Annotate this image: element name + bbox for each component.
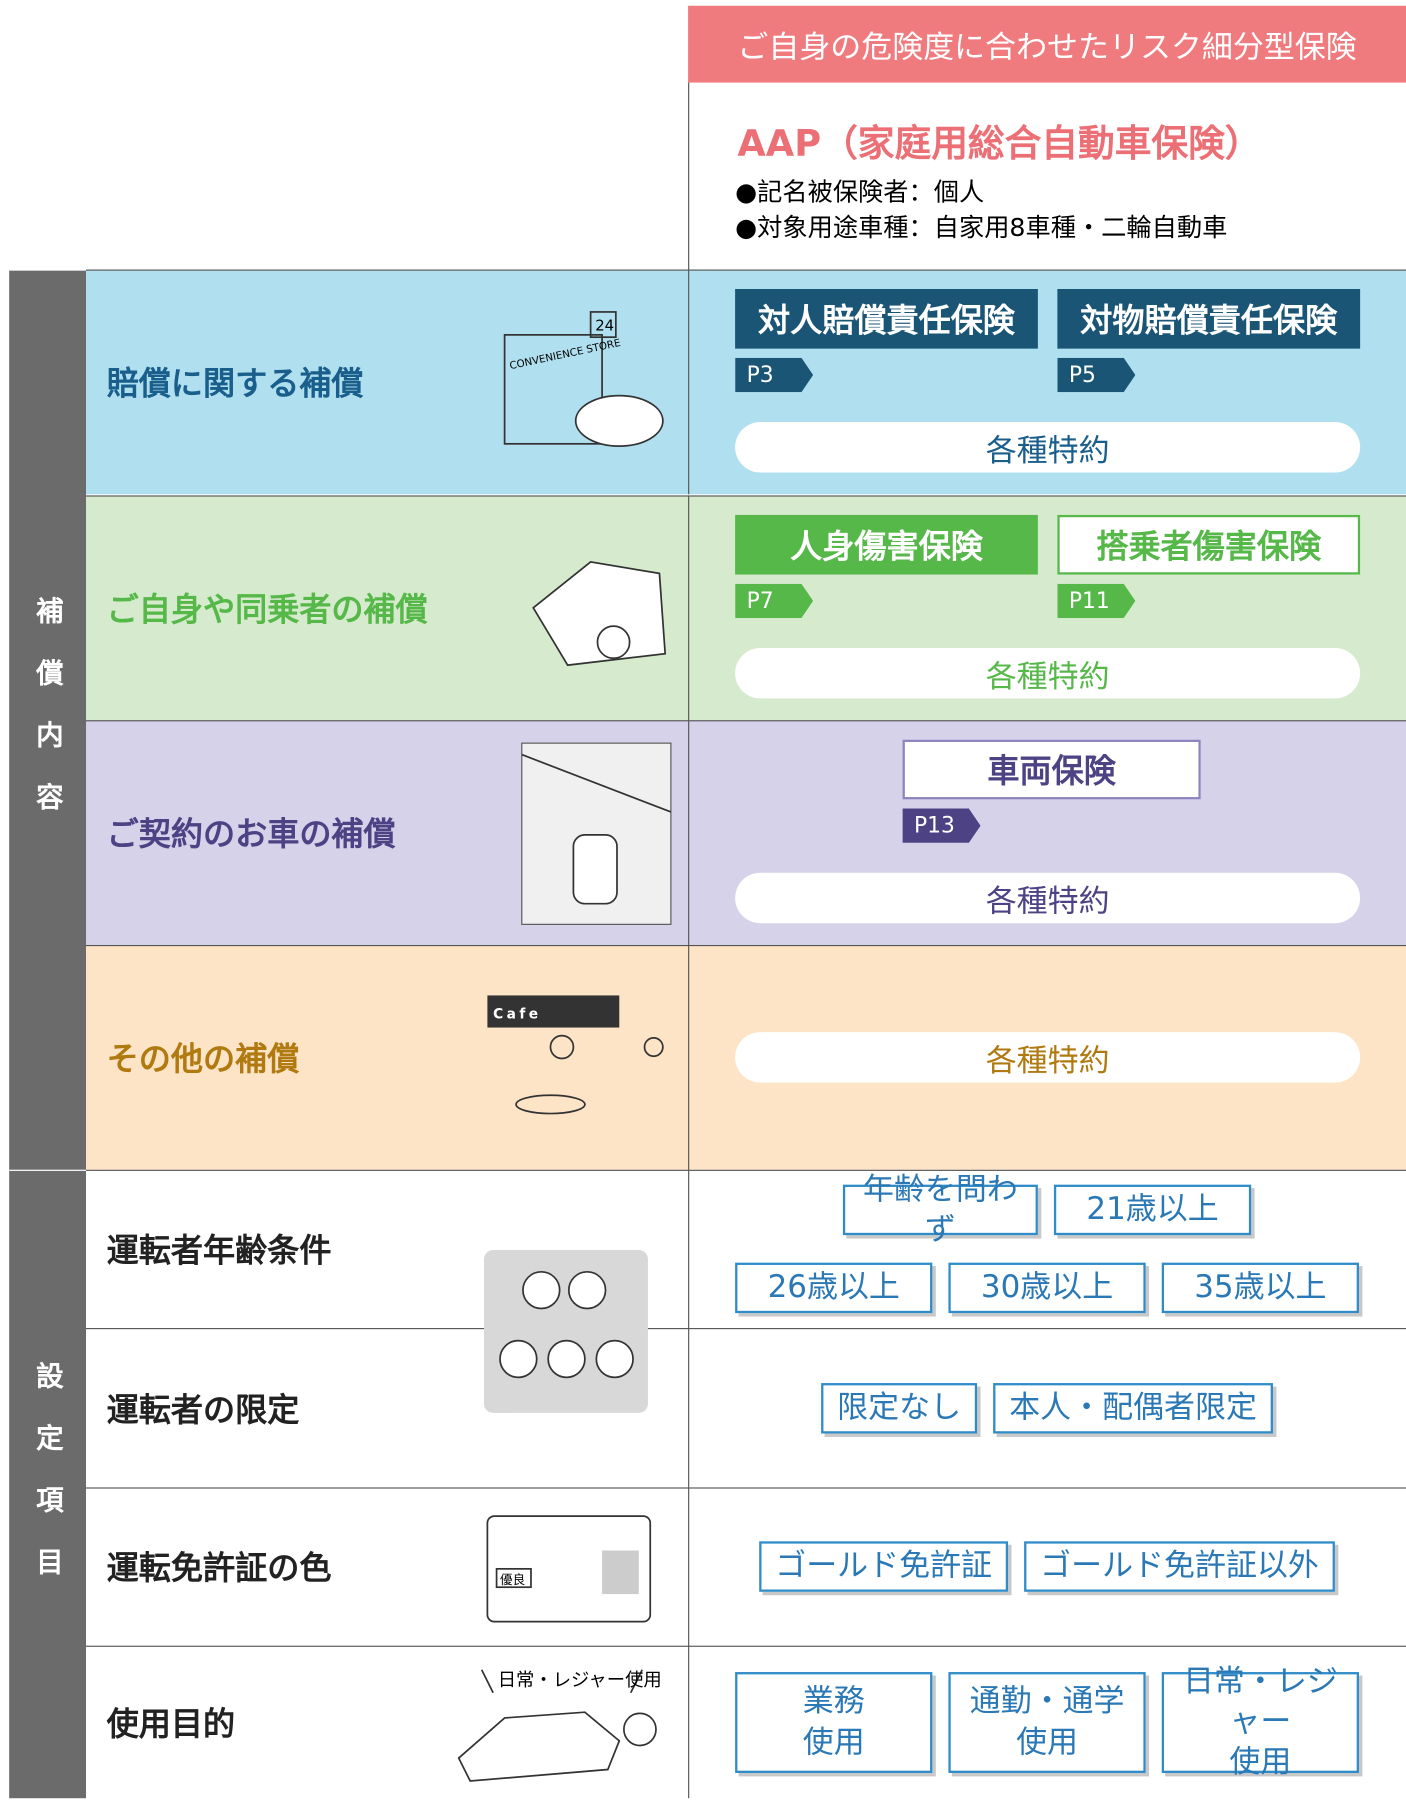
options: 年齢を問わず 21歳以上 26歳以上 30歳以上 35歳以上 [688, 1170, 1406, 1328]
divider [688, 1169, 690, 1329]
shape [487, 995, 620, 1028]
option: 年齢を問わず [842, 1172, 1038, 1248]
illustration [483, 1250, 648, 1413]
illustration: 日常・レジャー使用 [457, 1669, 662, 1782]
option: 35歳以上 [1161, 1262, 1359, 1314]
row-title: ご自身や同乗者の補償 [106, 590, 428, 629]
shape [486, 1515, 652, 1623]
row-bg [86, 1487, 1406, 1645]
row-bg [86, 1328, 1406, 1487]
divider [688, 269, 690, 495]
option: 通勤・通学 使用 [948, 1671, 1146, 1773]
divider [688, 1328, 690, 1488]
shape [521, 753, 672, 813]
options: 業務 使用 通勤・通学 使用 日常・レジャー 使用 [688, 1646, 1406, 1799]
plan: 搭乗者傷害保険 [1057, 514, 1361, 575]
shape [574, 394, 664, 447]
shape [623, 1712, 657, 1747]
option: 日常・レジャー 使用 [1161, 1664, 1359, 1780]
page-tag: P3 [735, 357, 814, 393]
illustration-text: 優良 [500, 1572, 526, 1587]
divider [688, 1487, 690, 1646]
shape [499, 1339, 538, 1379]
rider: 各種特約 [735, 872, 1361, 924]
option: 30歳以上 [948, 1262, 1146, 1314]
product-note: ●対象用途車種：自家用8車種・二輪自動車 [735, 214, 1228, 244]
option: ゴールド免許証以外 [1024, 1541, 1335, 1592]
shape [572, 834, 618, 905]
shape [595, 1339, 634, 1379]
option: 業務 使用 [735, 1671, 933, 1773]
plan: 車両保険 [902, 739, 1201, 800]
options: ゴールド免許証 ゴールド免許証以外 [688, 1487, 1406, 1645]
shape [532, 561, 667, 667]
shape [522, 1270, 561, 1310]
row-title: ご契約のお車の補償 [106, 815, 396, 854]
divider [688, 720, 690, 945]
shape [602, 1550, 639, 1595]
plan: 人身傷害保険 [735, 514, 1038, 575]
product-title: AAP（家庭用総合自動車保険） [737, 121, 1262, 166]
shape [549, 1034, 575, 1060]
row-title: その他の補償 [106, 1040, 300, 1079]
divider [688, 82, 690, 270]
option: 本人・配偶者限定 [993, 1382, 1273, 1433]
divider [688, 944, 690, 1170]
illustration: 優良 [486, 1515, 652, 1623]
side-label: 設定項目 [9, 1169, 87, 1799]
illustration: Cafe [487, 995, 664, 1115]
illustration-text: Cafe [493, 1006, 541, 1022]
row-title: 運転免許証の色 [106, 1549, 332, 1588]
banner: ご自身の危険度に合わせたリスク細分型保険 [688, 5, 1406, 83]
row-bg [86, 1169, 1406, 1328]
shape [503, 334, 603, 445]
illustration [521, 742, 672, 925]
illustration-text: 日常・レジャー使用 [498, 1670, 662, 1691]
plan: 対物賠償責任保険 [1057, 288, 1361, 349]
option: 21歳以上 [1053, 1184, 1252, 1236]
product-note: ●記名被保険者：個人 [735, 178, 985, 208]
page-tag: P11 [1057, 583, 1136, 619]
divider [688, 495, 690, 721]
option: ゴールド免許証 [759, 1541, 1009, 1592]
row-bg [86, 1645, 1406, 1799]
illustration-text: CONVENIENCE STORE [508, 337, 621, 372]
illustration: 24 CONVENIENCE STORE [503, 311, 664, 447]
divider [688, 1645, 690, 1799]
plan: 対人賠償責任保険 [735, 288, 1038, 349]
row-title: 運転者の限定 [106, 1390, 300, 1429]
shape [495, 1567, 532, 1589]
shape [596, 625, 631, 660]
shape [547, 1339, 586, 1379]
option: 26歳以上 [735, 1262, 933, 1314]
shape [567, 1270, 607, 1310]
shape [457, 1711, 621, 1782]
page-tag: P7 [735, 583, 814, 619]
rider: 各種特約 [735, 647, 1361, 699]
shape [483, 1250, 648, 1413]
shape [480, 1669, 643, 1694]
page-tag: P5 [1057, 357, 1136, 393]
shape [589, 311, 617, 339]
row-title: 運転者年齢条件 [106, 1231, 332, 1270]
rider: 各種特約 [735, 1032, 1361, 1083]
illustration [532, 561, 667, 667]
illustration-text: 24 [595, 316, 614, 334]
options: 限定なし 本人・配偶者限定 [688, 1328, 1406, 1487]
row-title: 賠償に関する補償 [106, 364, 364, 403]
shape [643, 1037, 664, 1058]
page-tag: P13 [902, 808, 981, 843]
row-title: 使用目的 [106, 1704, 236, 1743]
side-label: 補償内容 [9, 269, 87, 1170]
option: 限定なし [821, 1382, 978, 1433]
rider: 各種特約 [735, 422, 1361, 473]
shape [515, 1094, 586, 1115]
